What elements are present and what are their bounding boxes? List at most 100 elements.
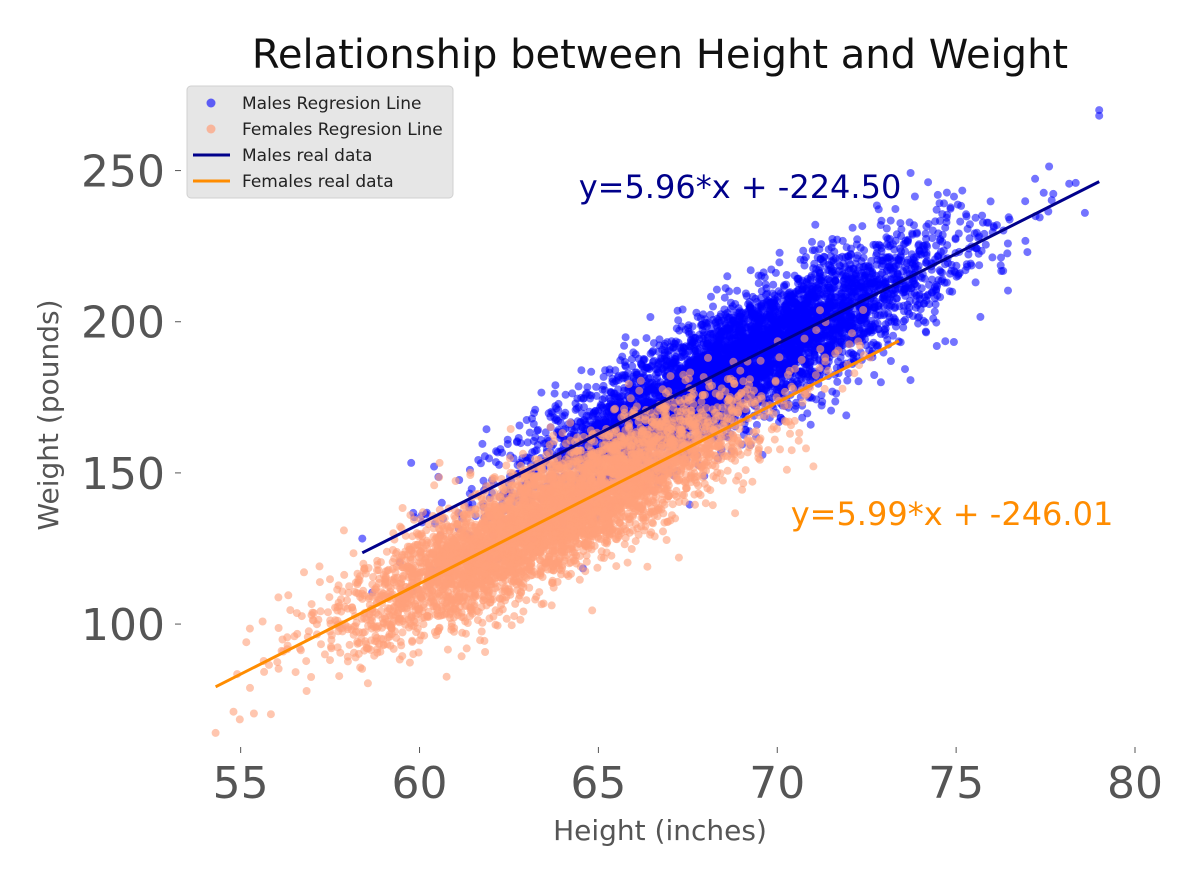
data-point: [806, 420, 815, 429]
data-point: [943, 241, 952, 250]
data-point: [525, 428, 534, 437]
data-point: [936, 235, 945, 244]
data-point: [838, 252, 847, 261]
data-point: [568, 389, 577, 398]
data-point: [621, 371, 630, 380]
data-point: [1003, 249, 1012, 258]
chart-title: Relationship between Height and Weight: [252, 32, 1068, 78]
data-point: [906, 376, 915, 385]
data-point: [554, 416, 562, 425]
data-point: [1039, 188, 1048, 197]
data-point: [858, 222, 867, 231]
data-point: [847, 244, 855, 253]
data-point: [962, 210, 971, 219]
data-point: [989, 223, 998, 232]
data-point: [741, 289, 750, 298]
data-point: [843, 376, 852, 385]
data-point: [965, 220, 974, 229]
data-point: [910, 192, 919, 201]
data-point: [775, 258, 784, 267]
data-point: [869, 338, 878, 347]
data-point: [513, 438, 521, 447]
data-point: [574, 382, 583, 391]
data-point: [649, 347, 658, 355]
data-point: [978, 211, 987, 220]
data-point: [798, 303, 807, 312]
data-point: [910, 221, 918, 230]
data-point: [889, 313, 898, 322]
data-point: [831, 397, 840, 406]
data-point: [800, 261, 809, 270]
data-point: [537, 388, 546, 397]
data-point: [587, 367, 596, 376]
data-point: [847, 348, 856, 357]
data-point: [672, 324, 681, 333]
data-point: [534, 425, 542, 434]
data-point: [860, 246, 869, 255]
data-point: [579, 394, 588, 403]
data-point: [886, 255, 895, 264]
data-point: [866, 322, 875, 331]
data-point: [945, 287, 954, 296]
data-point: [838, 236, 847, 245]
data-point: [854, 377, 863, 386]
data-point: [842, 411, 851, 420]
data-point: [831, 275, 840, 284]
data-point: [741, 323, 750, 332]
data-point: [752, 420, 761, 429]
data-point: [847, 319, 856, 328]
data-point: [894, 255, 903, 263]
data-point: [571, 405, 580, 414]
data-point: [859, 262, 868, 271]
data-point: [652, 391, 661, 400]
data-point: [1004, 286, 1012, 295]
data-point: [775, 248, 784, 257]
data-point: [1023, 248, 1032, 257]
data-point: [1021, 197, 1030, 206]
data-point: [922, 241, 931, 249]
data-point: [733, 286, 742, 295]
data-point: [880, 325, 889, 334]
data-point: [964, 250, 973, 259]
data-point: [1065, 179, 1074, 188]
data-point: [605, 365, 614, 374]
data-point: [1049, 189, 1058, 198]
data-point: [758, 337, 767, 346]
data-point: [883, 335, 892, 344]
data-point: [645, 378, 654, 387]
data-point: [943, 210, 952, 219]
data-point: [665, 357, 674, 366]
data-point: [831, 335, 840, 344]
data-point: [870, 371, 879, 379]
data-point: [922, 251, 931, 260]
data-point: [829, 266, 838, 275]
data-point: [771, 268, 780, 277]
data-point: [515, 421, 524, 430]
data-point: [929, 314, 938, 323]
data-point: [824, 332, 833, 340]
data-point: [709, 302, 717, 311]
data-point: [763, 296, 772, 305]
data-point: [884, 290, 892, 299]
data-point: [536, 435, 545, 444]
data-point: [876, 299, 885, 308]
data-point: [627, 355, 636, 364]
data-point: [801, 344, 810, 353]
data-point: [830, 283, 839, 292]
data-point: [886, 216, 895, 225]
data-point: [550, 389, 559, 398]
data-point: [936, 267, 945, 276]
data-point: [808, 237, 816, 246]
data-point: [551, 381, 560, 390]
data-point: [896, 244, 904, 253]
data-point: [759, 268, 768, 277]
data-point: [782, 271, 791, 279]
data-point: [903, 238, 912, 246]
data-point: [1021, 236, 1030, 245]
data-point: [958, 186, 967, 195]
data-point: [930, 283, 939, 291]
data-point: [807, 271, 816, 280]
data-point: [981, 240, 990, 249]
data-point: [478, 439, 487, 448]
